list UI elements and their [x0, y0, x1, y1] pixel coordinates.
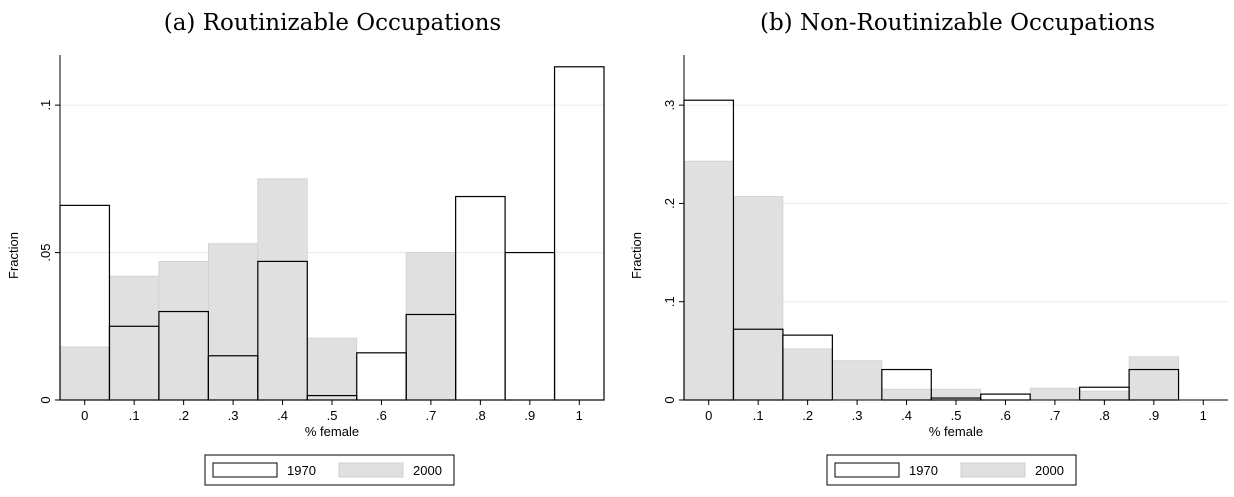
- chart1-bar-2000-8: [1079, 390, 1130, 401]
- chart0-bar-2000-0: [59, 346, 110, 401]
- chart0-x-tick-label-7: .7: [425, 408, 436, 423]
- panel-b-title: (b) Non-Routinizable Occupations: [759, 10, 1156, 36]
- chart0-x-axis-label: % female: [305, 424, 359, 439]
- chart1-x-tick-label-1: .1: [753, 408, 764, 423]
- chart1-bar-2000-0: [683, 160, 734, 401]
- chart1-x-tick-label-5: .5: [951, 408, 962, 423]
- chart1-x-tick-label-3: .3: [852, 408, 863, 423]
- chart1-x-tick-label-4: .4: [901, 408, 912, 423]
- chart0-x-tick-label-5: .5: [327, 408, 338, 423]
- chart1-x-tick-label-2: .2: [802, 408, 813, 423]
- chart0-x-tick-label-2: .2: [178, 408, 189, 423]
- chart0-x-tick-label-3: .3: [228, 408, 239, 423]
- chart1-x-tick-label-0: 0: [705, 408, 712, 423]
- chart0-y-tick-label-0: 0: [38, 396, 53, 403]
- chart1-bar-2000-4: [881, 388, 932, 401]
- chart0-bar-2000-1: [109, 275, 160, 401]
- chart1-legend-swatch-1970: [834, 462, 900, 478]
- chart1-bar-2000-9: [1128, 356, 1179, 401]
- chart1-legend-swatch-2000: [960, 462, 1026, 478]
- chart0-legend-label-1970: 1970: [287, 463, 316, 478]
- chart1-y-axis-label: Fraction: [629, 232, 644, 279]
- chart1-bar-2000-3: [831, 360, 883, 401]
- chart0-x-tick-label-8: .8: [475, 408, 486, 423]
- chart1-y-tick-label-1: .1: [662, 296, 677, 307]
- chart1-bar-2000-2: [782, 348, 833, 401]
- chart0-bar-2000-3: [207, 243, 259, 401]
- chart0-y-axis-label: Fraction: [6, 232, 21, 279]
- chart1-x-axis-label: % female: [929, 424, 983, 439]
- chart1-y-tick-label-2: .2: [662, 198, 677, 209]
- chart1-x-tick-label-7: .7: [1049, 408, 1060, 423]
- chart0-x-tick-label-6: .6: [376, 408, 387, 423]
- chart0-y-tick-label-2: .1: [38, 100, 53, 111]
- chart0-legend-swatch-2000: [338, 462, 404, 478]
- chart0-x-tick-label-10: 1: [576, 408, 583, 423]
- chart0-bar-2000-5: [306, 337, 358, 401]
- chart0-x-tick-label-0: 0: [81, 408, 88, 423]
- chart1-y-tick-label-0: 0: [662, 396, 677, 403]
- chart0-x-tick-label-4: .4: [277, 408, 288, 423]
- chart0-x-tick-label-9: .9: [524, 408, 535, 423]
- chart1-x-tick-label-9: .9: [1148, 408, 1159, 423]
- chart1-legend-label-1970: 1970: [909, 463, 938, 478]
- chart0-legend-swatch-1970: [212, 462, 278, 478]
- chart0-y-tick-label-1: .05: [38, 244, 53, 262]
- chart1-bar-2000-1: [733, 196, 784, 401]
- chart1-x-tick-label-6: .6: [1000, 408, 1011, 423]
- chart0-bar-2000-4: [257, 178, 308, 401]
- chart0-bar-2000-7: [405, 252, 457, 401]
- panel-a-title: (a) Routinizable Occupations: [163, 10, 502, 36]
- chart0-legend-label-2000: 2000: [413, 463, 442, 478]
- chart1-bar-2000-7: [1029, 387, 1081, 401]
- chart0-x-tick-label-1: .1: [129, 408, 140, 423]
- chart1-legend-label-2000: 2000: [1035, 463, 1064, 478]
- chart1-y-tick-label-3: .3: [662, 100, 677, 111]
- chart0-bar-2000-2: [158, 261, 209, 401]
- chart1-x-tick-label-10: 1: [1200, 408, 1207, 423]
- chart1-x-tick-label-8: .8: [1099, 408, 1110, 423]
